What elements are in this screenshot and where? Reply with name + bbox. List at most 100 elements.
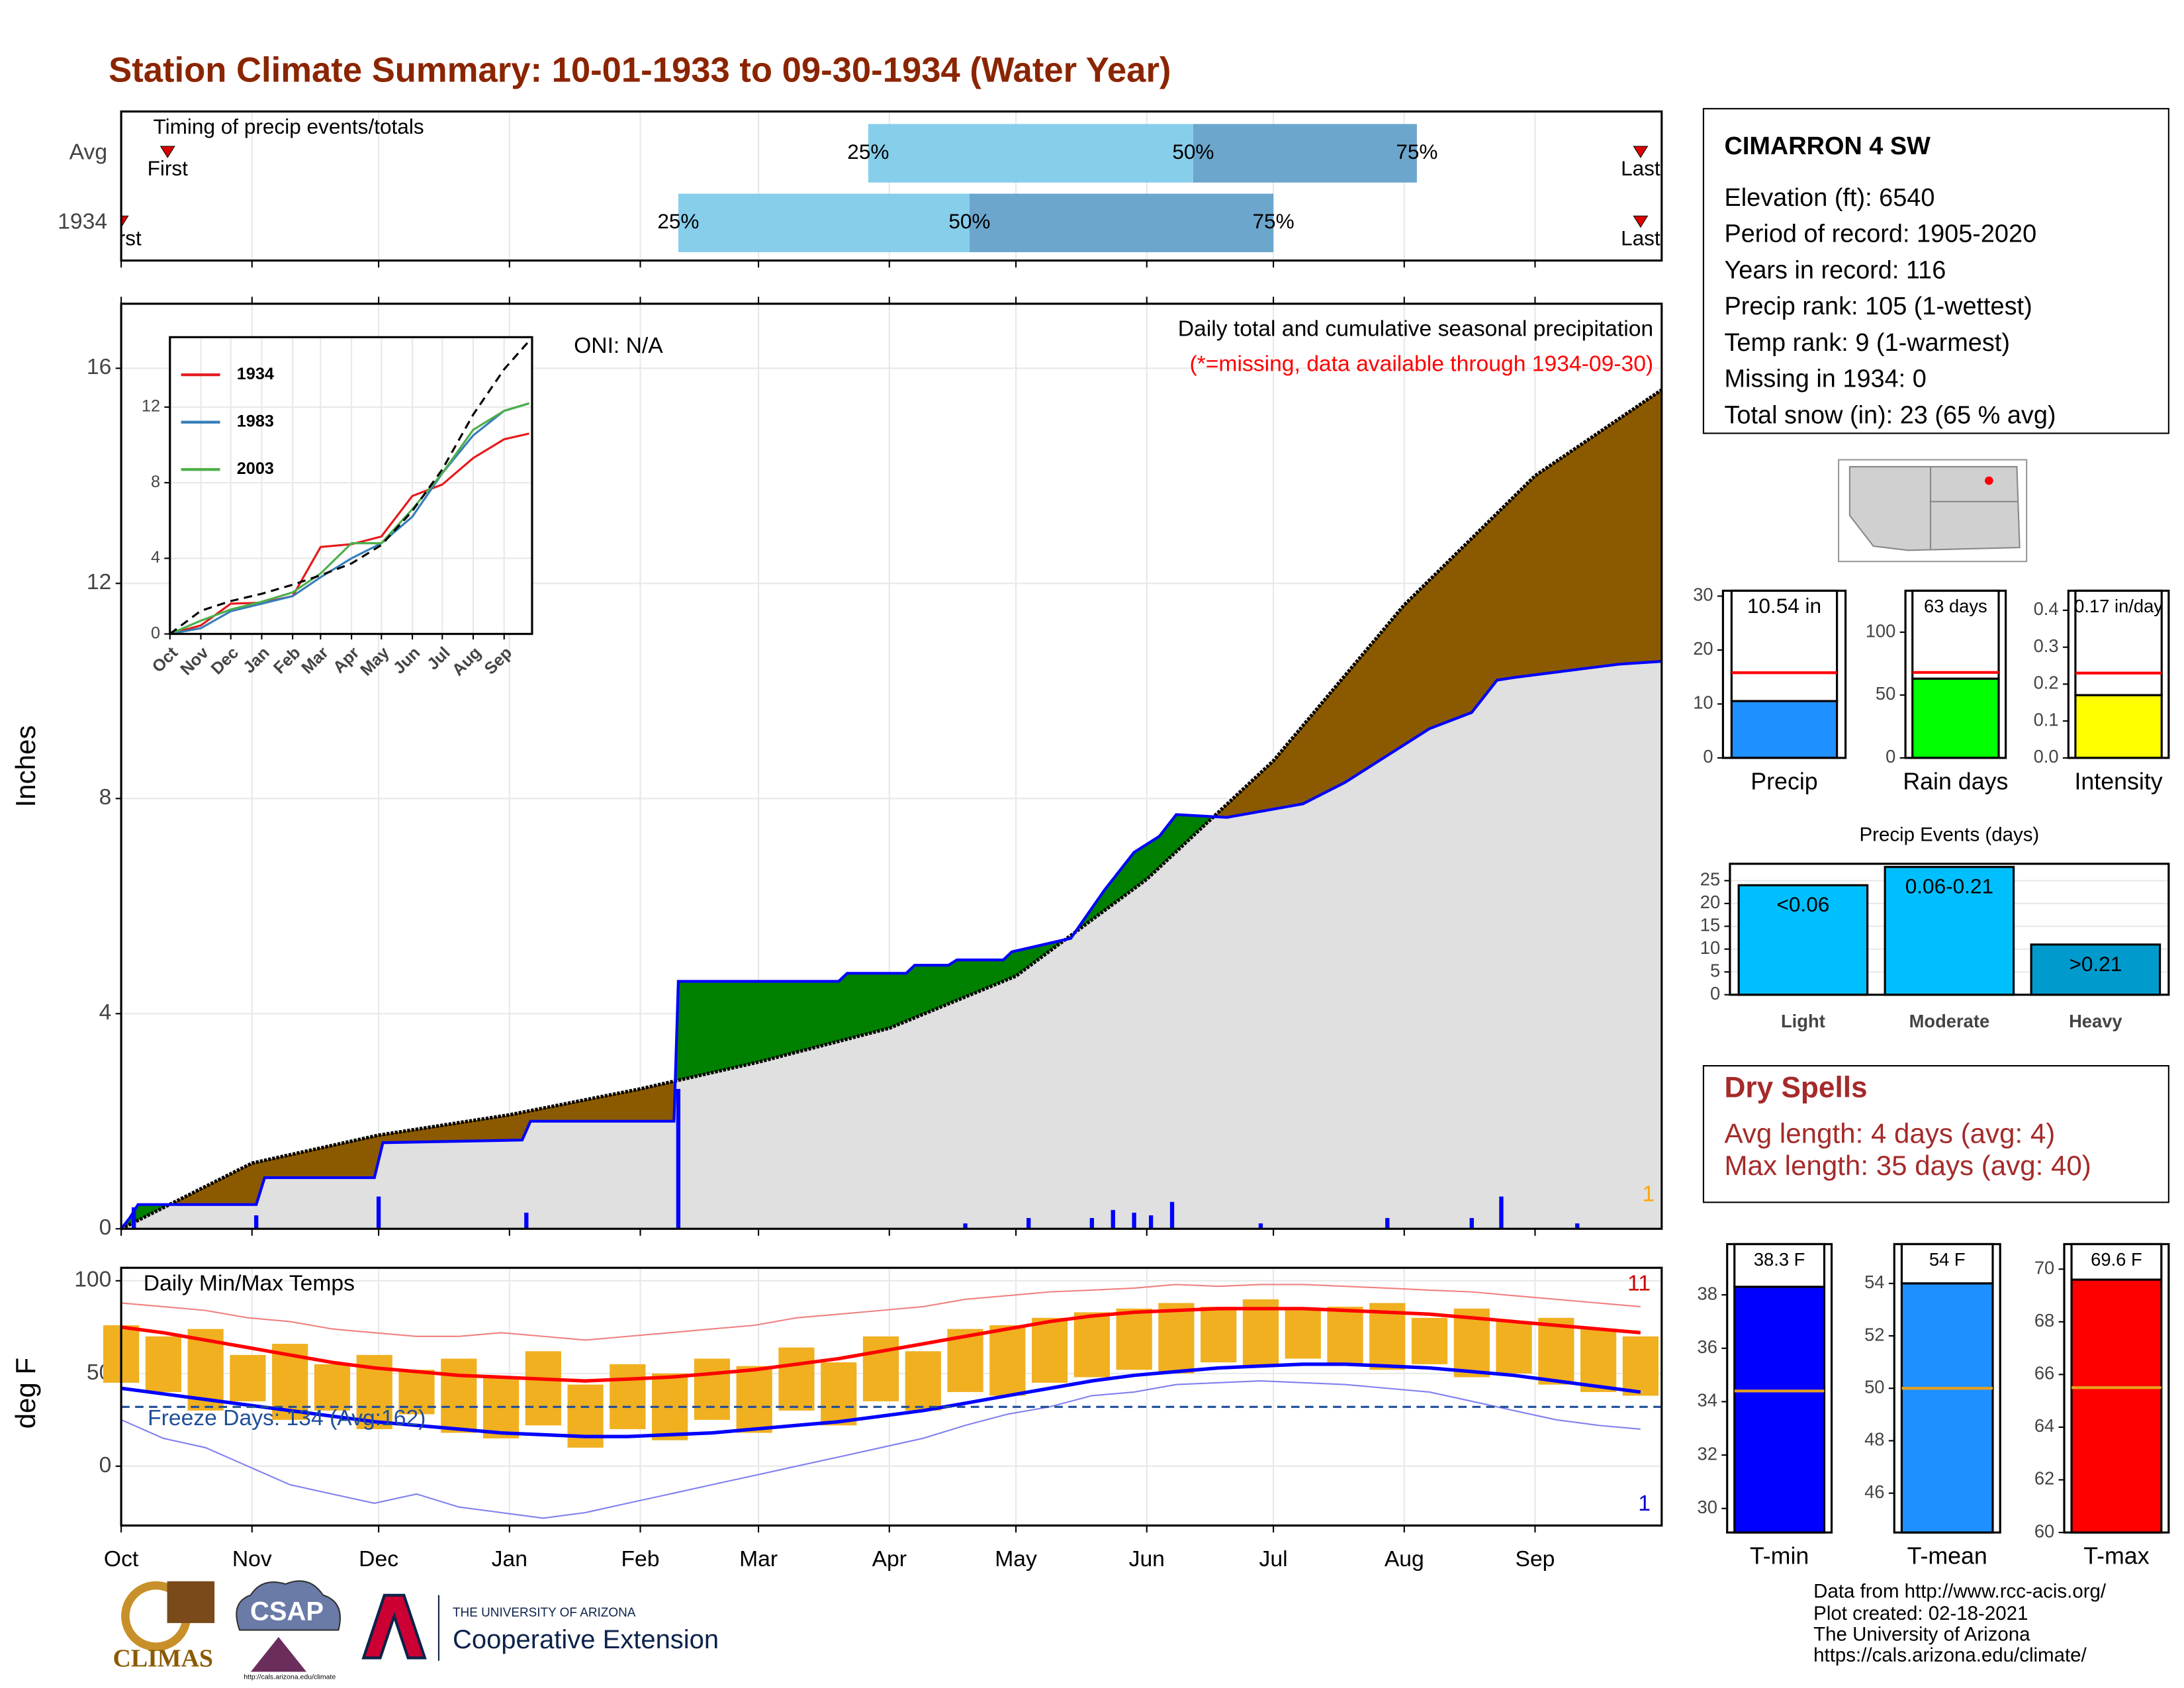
daily-precip-bar [132,1207,136,1229]
timing-marker-label: Last [1621,156,1661,180]
y-tick-label: 0 [99,1453,112,1477]
bar [2070,1278,2163,1534]
y-tick-label: 64 [2034,1415,2054,1436]
timing-marker-label: First [101,226,142,250]
y-tick-label: 30 [1693,585,1713,605]
freeze-annotation: Freeze Days: 134 (Avg:162) [148,1406,426,1430]
events-title: Precip Events (days) [1860,824,2040,846]
y-tick-label: 54 [1864,1272,1884,1292]
bar [1911,677,2000,759]
x-tick-label: Sep [1516,1547,1555,1571]
quartile-bar [969,193,1274,252]
y-tick-label: 16 [87,355,111,379]
y-tick-label: 66 [2034,1363,2054,1383]
y-tick-label: 60 [2034,1521,2054,1541]
quartile-label: 25% [847,140,889,164]
avg-high-line [120,1307,1641,1383]
value-label: 0.17 in/day [2074,596,2163,616]
y-tick-label: 52 [1864,1324,1884,1344]
plot-border [120,110,1663,262]
station-dot [1985,476,1993,485]
bin-label: 0.06-0.21 [1905,874,1993,898]
temp-title: Daily Min/Max Temps [144,1271,355,1295]
y-tick-label: 10 [1693,692,1713,713]
daily-precip-bar [1258,1223,1263,1229]
daily-range-bar [145,1336,181,1392]
y-tick-label: 12 [87,570,111,594]
csap-cloud [236,1580,341,1631]
y-tick-label: 0.1 [2034,709,2059,729]
y-tick-label: 70 [2034,1257,2054,1278]
timing-marker [1633,146,1649,158]
record-high-count: 11 [1627,1271,1651,1295]
row-label: Avg [69,140,107,164]
bin-label: >0.21 [2069,952,2122,976]
station-box [1702,108,2169,434]
daily-precip-bar [1132,1212,1136,1229]
bar-category: Rain days [1903,768,2008,794]
bar [2030,943,2161,996]
base-area [121,661,1662,1229]
daily-precip-bar [524,1212,529,1229]
timing-title: Timing of precip events/totals [154,115,424,138]
daily-range-bar [525,1351,561,1426]
daily-range-bar [314,1364,351,1411]
daily-precip-bar [1499,1196,1504,1229]
locator-map [1838,459,2028,563]
x-tick-label: Jul [1259,1547,1288,1571]
daily-range-bar [1242,1299,1279,1366]
x-tick-label: Oct [104,1547,139,1571]
quartile-label: 50% [1172,140,1214,164]
timing-rows: 25% 50% 75% First Last 25% 50% 75% First Last [101,124,1661,252]
x-tick-label: Jun [1129,1547,1165,1571]
value-label: 54 F [1929,1249,1966,1270]
daily-precip-bar [1575,1223,1580,1229]
y-tick-label: 0.0 [2034,746,2059,767]
x-tick-label: Dec [359,1547,398,1571]
y-tick-label: 36 [1698,1336,1717,1357]
quartile-label: 25% [657,209,699,233]
corner-label: 1 [1642,1182,1655,1207]
daily-precip-bar [1026,1218,1031,1229]
y-tick-label: 0.3 [2034,635,2059,656]
y-tick-label: 0 [151,624,160,642]
series-line [169,402,529,635]
timing-marker-label: First [148,156,189,180]
y-tick-label: 8 [99,785,112,810]
daily-precip-bar [1169,1201,1175,1229]
daily-range-bar [1622,1336,1659,1396]
csap-logo: CSAP [250,1597,324,1626]
value-label: 38.3 F [1754,1249,1805,1270]
y-tick-label: 20 [1700,892,1720,912]
average-line [120,388,1663,1231]
y-tick-label: 0 [1703,746,1713,767]
extension-name: Cooperative Extension [453,1625,719,1654]
y-tick-label: 34 [1698,1390,1717,1411]
y-tick-label: 46 [1864,1481,1884,1502]
plot-border [120,1266,1663,1527]
y-tick-label: 12 [142,397,160,416]
logos: CLIMAS CSAP http://cals.arizona.edu/clim… [113,1580,719,1681]
record-low-count: 1 [1638,1491,1651,1516]
station-line: Years in record: 116 [1724,256,1946,284]
timing-marker-label: Last [1621,226,1661,250]
station-line: Temp rank: 9 (1-warmest) [1724,329,2009,357]
daily-range-bar [1073,1312,1110,1378]
timing-marker [1633,215,1649,228]
quartile-label: 75% [1396,140,1437,164]
value-label: 10.54 in [1747,594,1821,618]
daily-range-bar [230,1354,266,1401]
quartile-bar [678,193,970,252]
dry-spells-line: Avg length: 4 days (avg: 4) [1724,1117,2055,1149]
daily-range-bar [821,1362,857,1426]
y-tick-label: 32 [1698,1443,1717,1464]
plot-border [1721,589,1847,759]
quartile-bar [1193,124,1417,183]
quartile-label: 75% [1253,209,1295,233]
ua-logo [361,1593,427,1660]
y-tick-label: 68 [2034,1310,2054,1331]
university-name: THE UNIVERSITY OF ARIZONA [453,1606,636,1620]
legend-label: 2003 [237,459,274,478]
daily-range-bar [1201,1307,1237,1363]
